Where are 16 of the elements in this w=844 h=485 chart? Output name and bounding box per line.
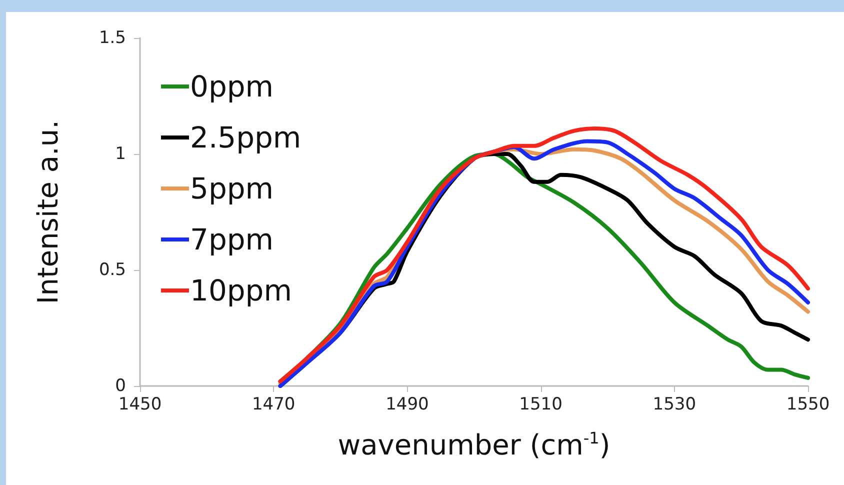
legend-label: 2.5ppm — [190, 120, 302, 154]
x-tick-label: 1450 — [118, 394, 162, 414]
y-tick-label: 0.5 — [98, 260, 126, 280]
legend-label: 0ppm — [190, 70, 274, 104]
x-tick-label: 1550 — [786, 394, 830, 414]
y-tick-label: 1 — [115, 144, 126, 164]
y-axis-title: Intensite a.u. — [32, 120, 64, 304]
x-tick-label: 1530 — [652, 394, 696, 414]
x-tick-label: 1510 — [519, 394, 562, 414]
x-tick-label: 1470 — [252, 394, 296, 414]
x-tick-label: 1490 — [386, 394, 429, 414]
legend-label: 5ppm — [190, 172, 274, 206]
legend-label: 10ppm — [190, 274, 292, 308]
y-tick-label: 1.5 — [98, 28, 126, 48]
y-tick-label: 0 — [115, 376, 126, 396]
legend-label: 7ppm — [190, 222, 274, 256]
